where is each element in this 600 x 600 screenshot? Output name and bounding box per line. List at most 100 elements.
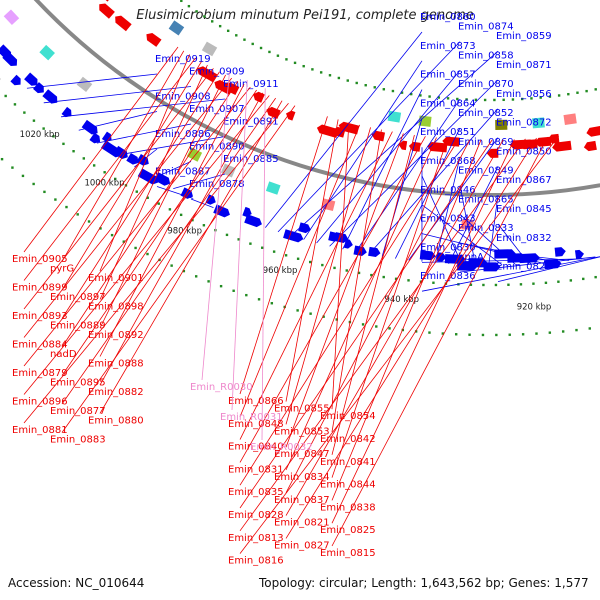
tick-dot	[355, 81, 358, 85]
tick-dot	[400, 91, 404, 94]
leader-line	[285, 139, 504, 516]
leader-line	[96, 123, 192, 144]
reverse-gene-arrow	[534, 136, 552, 147]
leader-line	[331, 129, 382, 433]
tick-dot	[482, 283, 485, 287]
tick-dot	[493, 98, 496, 102]
gene-label: Emin_0835	[228, 487, 284, 498]
tick-dot	[211, 20, 214, 23]
tick-dot	[428, 331, 431, 334]
tick-dot	[168, 208, 172, 211]
tick-dot	[481, 333, 485, 337]
tick-dot	[474, 98, 478, 102]
tick-dot	[588, 327, 591, 330]
gene-label: Emin_0834	[274, 472, 330, 483]
forward-gene-arrow	[126, 152, 139, 165]
gene-label: Emin_0864	[420, 98, 476, 109]
tick-dot	[469, 283, 473, 286]
tick-dot	[207, 280, 210, 283]
kbp-marker: 920 kbp	[517, 303, 552, 313]
tick-dot	[502, 98, 505, 102]
tick-dot	[346, 79, 349, 82]
gene-label: Emin_0877	[50, 406, 106, 417]
tick-dot	[575, 328, 578, 332]
tick-dot	[82, 157, 86, 160]
gene-label: Emin_0869	[458, 137, 514, 148]
gene-label: Emin_0908	[155, 92, 211, 103]
tick-dot	[135, 190, 138, 193]
tick-dot	[187, 4, 191, 8]
leader-line	[61, 61, 202, 291]
tick-dot	[321, 263, 324, 267]
tick-dot	[76, 213, 79, 216]
tick-dot	[521, 333, 525, 336]
reverse-gene-arrow	[146, 32, 162, 47]
gene-label: Emin_0891	[223, 117, 279, 128]
tick-dot	[370, 273, 373, 277]
tick-dot	[32, 119, 36, 122]
gene-label: Emin_0898	[88, 302, 144, 313]
tick-dot	[52, 135, 55, 138]
tick-dot	[191, 218, 194, 222]
reverse-gene-arrow	[398, 140, 408, 151]
leader-line	[201, 71, 230, 381]
gene-label: Emin_0828	[228, 510, 284, 521]
reverse-gene-arrow	[583, 140, 597, 152]
reverse-gene-arrow	[486, 148, 499, 158]
tick-dot	[134, 246, 137, 250]
leader-line	[153, 161, 192, 179]
tick-dot	[582, 277, 585, 281]
tick-dot	[561, 330, 565, 333]
reverse-gene-arrow	[519, 139, 538, 150]
reverse-gene-arrow	[552, 140, 572, 152]
gene-label: Emin_0836	[420, 271, 476, 282]
leader-line	[277, 41, 461, 233]
tick-dot	[557, 94, 561, 97]
tick-dot	[179, 213, 183, 217]
forward-gene-arrow	[436, 252, 447, 262]
gene-block	[3, 9, 20, 26]
tick-dot	[530, 97, 533, 100]
gene-label: Emin_0895	[50, 378, 106, 389]
tick-dot	[21, 174, 25, 178]
gene-label: Emin_0871	[496, 60, 552, 71]
tick-dot	[465, 98, 468, 101]
tick-dot	[594, 275, 597, 279]
tick-dot	[251, 42, 254, 46]
gene-label: Emin_0844	[320, 480, 376, 491]
leader-line	[434, 156, 461, 263]
gene-label: Emin_0827	[274, 540, 330, 551]
tick-dot	[446, 97, 450, 100]
gene-label: Emin_0824	[496, 262, 552, 273]
leader-line	[342, 89, 423, 250]
tick-dot	[203, 15, 206, 18]
leader-line	[23, 102, 289, 424]
leader-line	[331, 136, 548, 547]
leader-line	[285, 137, 437, 471]
tick-dot	[272, 250, 276, 253]
leader-line	[239, 135, 560, 554]
gene-block	[563, 113, 577, 125]
leader-line	[43, 86, 192, 104]
leader-line	[459, 242, 556, 263]
reverse-gene-arrow	[371, 130, 386, 142]
gene-block	[495, 119, 508, 131]
tick-dot	[548, 95, 552, 98]
gene-label: Emin_0901	[88, 273, 144, 284]
tick-dot	[243, 38, 246, 41]
tick-dot	[544, 281, 548, 285]
gene-label: Emin_0890	[189, 142, 245, 153]
leader-line	[285, 119, 339, 402]
tick-dot	[407, 279, 410, 282]
forward-gene-arrow	[554, 247, 566, 257]
tick-dot	[257, 298, 261, 301]
tick-dot	[391, 89, 395, 93]
gene-label: Emin_R0031	[220, 412, 283, 423]
gene-label: Emin_0831	[228, 464, 284, 475]
leader-line	[61, 89, 257, 376]
gene-label: Emin_0883	[50, 435, 106, 446]
leader-line	[156, 186, 194, 199]
gene-block	[265, 181, 281, 195]
tick-dot	[319, 71, 323, 74]
leader-line	[421, 233, 543, 264]
